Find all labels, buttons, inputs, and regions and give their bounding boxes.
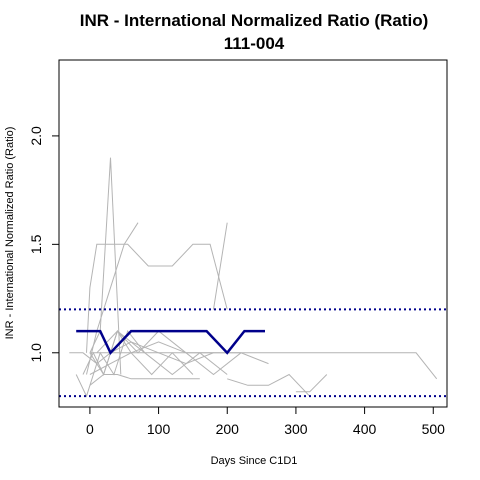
background-series-line-11 — [96, 330, 228, 376]
chart-title: INR - International Normalized Ratio (Ra… — [80, 11, 429, 30]
x-tick-label: 0 — [86, 421, 94, 437]
background-series-line-3 — [86, 222, 139, 375]
y-axis-label: INR - International Normalized Ratio (Ra… — [4, 127, 16, 340]
background-series-line-7 — [89, 330, 242, 376]
background-series-line-8 — [89, 352, 438, 380]
x-tick-label: 400 — [353, 421, 377, 437]
background-series-group — [69, 157, 438, 398]
background-series-line-1 — [86, 243, 228, 353]
y-axis: 1.0 1.5 2.0 — [28, 126, 60, 363]
x-tick-label: 100 — [147, 421, 171, 437]
background-series-line-10 — [89, 374, 200, 386]
background-series-line-2 — [89, 157, 122, 375]
background-series-line-4 — [213, 222, 228, 310]
plot-frame — [58, 59, 448, 408]
x-axis-label: Days Since C1D1 — [211, 455, 298, 467]
highlight-series-group — [76, 329, 265, 355]
x-tick-label: 500 — [422, 421, 446, 437]
x-tick-label: 200 — [216, 421, 240, 437]
chart-subtitle: 111-004 — [224, 34, 285, 53]
y-tick-label: 1.0 — [28, 343, 44, 363]
highlight-series-line — [76, 329, 265, 355]
y-tick-label: 1.5 — [28, 234, 44, 254]
x-axis: 0 100 200 300 400 500 — [86, 406, 446, 437]
y-tick-label: 2.0 — [28, 126, 44, 146]
background-series-line-12 — [227, 373, 311, 397]
background-series-line-14 — [89, 341, 214, 375]
background-series-line-13 — [295, 374, 328, 393]
x-tick-label: 300 — [284, 421, 308, 437]
